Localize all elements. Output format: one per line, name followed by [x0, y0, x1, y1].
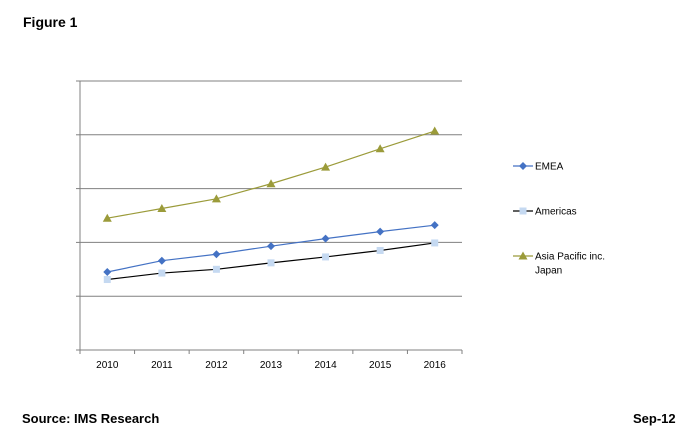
legend-label: EMEA [535, 162, 564, 173]
data-point [157, 256, 166, 265]
x-tick-label: 2010 [96, 360, 119, 371]
source-note: Source: IMS Research [22, 411, 160, 426]
legend-item: Americas [513, 207, 577, 218]
data-point [158, 269, 166, 277]
data-point [103, 267, 112, 276]
date-note: Sep-12 [633, 411, 676, 426]
legend-label: Asia Pacific inc. [535, 252, 605, 263]
legend-label: Americas [535, 207, 577, 218]
data-point [266, 179, 276, 188]
data-point [375, 144, 385, 153]
series-2 [102, 126, 440, 222]
chart-legend: EMEA Americas Asia Pacific inc. Japan [513, 162, 605, 277]
x-tick-label: 2015 [369, 360, 392, 371]
x-tick-label: 2014 [314, 360, 337, 371]
data-point [102, 213, 112, 222]
chart-series [102, 126, 440, 284]
data-point [212, 250, 221, 259]
legend-marker [519, 162, 527, 170]
data-point [376, 246, 384, 254]
series-line [107, 130, 435, 219]
data-point [321, 234, 330, 243]
data-point [321, 162, 331, 171]
x-tick-label: 2016 [424, 360, 447, 371]
data-point [103, 276, 111, 284]
data-point [211, 194, 221, 203]
data-point [157, 204, 167, 213]
data-point [267, 259, 275, 267]
figure-title: Figure 1 [23, 14, 78, 30]
legend-marker [519, 207, 527, 215]
legend-item: Asia Pacific inc. Japan [513, 251, 605, 277]
x-axis-ticks: 2010 2011 2012 2013 2014 2015 2016 [79, 350, 463, 371]
data-point [212, 265, 220, 273]
data-point [430, 221, 439, 230]
legend-label: Japan [535, 266, 562, 277]
legend-marker [518, 251, 528, 260]
series-0 [103, 221, 439, 276]
data-point [376, 227, 385, 236]
data-point [431, 239, 439, 247]
x-tick-label: 2012 [205, 360, 228, 371]
x-tick-label: 2011 [151, 360, 173, 371]
data-point [267, 242, 275, 251]
chart-axes [76, 80, 462, 351]
data-point [430, 126, 440, 135]
series-1 [103, 239, 439, 284]
x-tick-label: 2013 [260, 360, 283, 371]
data-point [322, 253, 330, 261]
legend-item: EMEA [513, 162, 564, 173]
